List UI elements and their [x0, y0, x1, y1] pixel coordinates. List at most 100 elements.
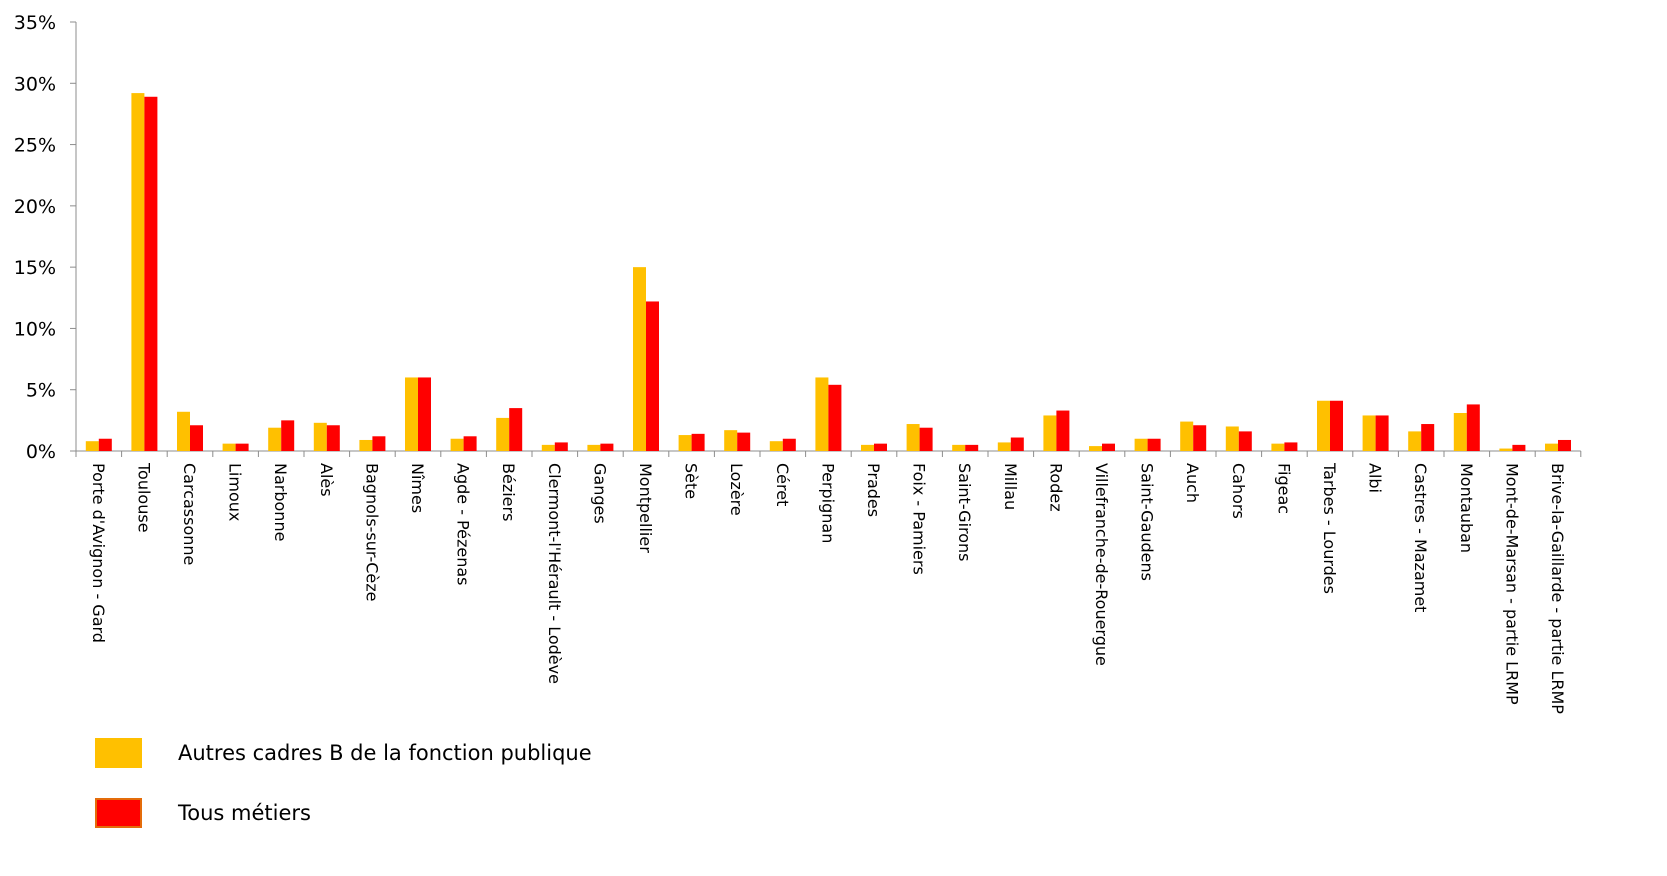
x-category-label: Toulouse — [134, 462, 153, 533]
bar-autres-cadres — [1271, 443, 1285, 451]
x-category-label: Ganges — [590, 463, 609, 524]
x-category-label: Clermont-l'Hérault - Lodève — [545, 463, 564, 684]
bar-tous-metiers — [1558, 439, 1571, 451]
bar-tous-metiers — [1193, 425, 1207, 451]
bar-tous-metiers — [1421, 424, 1435, 451]
x-category-label: Montpellier — [636, 463, 655, 553]
x-category-label: Auch — [1183, 463, 1202, 503]
bar-autres-cadres — [496, 417, 510, 451]
bar-tous-metiers — [874, 443, 887, 451]
bar-tous-metiers — [737, 432, 751, 451]
bar-autres-cadres — [85, 441, 99, 451]
bar-tous-metiers — [281, 420, 295, 451]
bar-autres-cadres — [1089, 446, 1102, 451]
x-category-label: Sète — [682, 463, 701, 499]
y-tick-label: 30% — [14, 73, 56, 95]
x-category-label: Alès — [317, 463, 336, 497]
x-category-label: Bagnols-sur-Cèze — [362, 463, 381, 601]
bar-autres-cadres — [1408, 431, 1422, 451]
x-category-label: Millau — [1001, 463, 1020, 510]
x-category-label: Cahors — [1229, 463, 1248, 519]
bar-autres-cadres — [1545, 443, 1558, 451]
bar-tous-metiers — [98, 438, 112, 451]
x-category-label: Rodez — [1046, 463, 1065, 512]
bar-tous-metiers — [418, 377, 431, 451]
bar-autres-cadres — [1134, 438, 1148, 451]
legend-label-tous-metiers: Tous métiers — [178, 801, 311, 825]
y-axis: 0% 5% 10% 15% 20% 25% 30% 35% — [14, 12, 77, 463]
x-category-label: Porte d'Avignon - Gard — [89, 463, 108, 643]
x-category-label: Saint-Gaudens — [1138, 463, 1157, 581]
x-category-label: Saint-Girons — [955, 463, 974, 562]
bar-tous-metiers — [144, 96, 158, 452]
bar-tous-metiers — [1238, 431, 1252, 451]
bar-tous-metiers — [828, 384, 842, 451]
y-tick-label: 0% — [26, 441, 56, 463]
x-category-label: Mont-de-Marsan - partie LRMP — [1502, 463, 1521, 705]
x-category-label: Albi — [1366, 463, 1385, 493]
bar-tous-metiers — [1375, 415, 1389, 451]
y-tick-label: 10% — [14, 318, 56, 340]
bar-autres-cadres — [177, 411, 190, 451]
x-category-label: Castres - Mazamet — [1411, 463, 1430, 612]
x-category-label: Narbonne — [271, 463, 290, 541]
y-tick-label: 15% — [14, 257, 56, 279]
x-category-label: Tarbes - Lourdes — [1320, 462, 1339, 594]
bar-autres-cadres — [131, 93, 145, 451]
bar-autres-cadres — [587, 444, 601, 451]
y-tick-label: 20% — [14, 196, 56, 218]
bar-tous-metiers — [326, 425, 340, 451]
bar-tous-metiers — [1512, 444, 1526, 451]
bar-autres-cadres — [906, 424, 920, 451]
bars — [85, 93, 1571, 452]
y-tick-label: 5% — [26, 380, 56, 402]
bar-autres-cadres — [815, 377, 829, 451]
legend-label-autres-cadres: Autres cadres B de la fonction publique — [178, 741, 592, 765]
y-tick-label: 35% — [14, 12, 56, 34]
bar-autres-cadres — [952, 444, 966, 451]
legend-swatch-tous-metiers — [95, 798, 142, 828]
legend-swatch-autres-cadres — [95, 738, 142, 768]
bar-tous-metiers — [1102, 443, 1115, 451]
x-category-label: Lozère — [727, 463, 746, 516]
x-category-label: Agde - Pézenas — [454, 463, 473, 586]
bar-autres-cadres — [678, 435, 692, 451]
bar-tous-metiers — [509, 408, 523, 451]
x-category-label: Céret — [773, 463, 792, 506]
bar-autres-cadres — [861, 444, 874, 451]
bar-autres-cadres — [405, 377, 418, 451]
bar-autres-cadres — [1453, 413, 1467, 451]
bar-tous-metiers — [235, 443, 249, 451]
bar-autres-cadres — [450, 438, 464, 451]
bar-autres-cadres — [359, 439, 373, 451]
x-category-label: Foix - Pamiers — [910, 463, 929, 575]
bar-tous-metiers — [1466, 404, 1480, 451]
bar-tous-metiers — [1330, 400, 1343, 451]
bar-tous-metiers — [554, 442, 568, 451]
bar-tous-metiers — [691, 433, 705, 451]
bar-autres-cadres — [997, 442, 1011, 451]
bar-autres-cadres — [633, 267, 646, 451]
bar-tous-metiers — [372, 436, 386, 451]
x-category-label: Brive-la-Gaillarde - partie LRMP — [1548, 463, 1567, 714]
bar-tous-metiers — [1147, 438, 1161, 451]
x-category-label: Limoux — [226, 463, 245, 521]
bar-autres-cadres — [769, 441, 783, 451]
x-category-label: Nîmes — [408, 463, 427, 513]
bar-tous-metiers — [1284, 442, 1298, 451]
x-category-label: Béziers — [499, 463, 518, 521]
legend: Autres cadres B de la fonction publique … — [95, 738, 592, 858]
bar-tous-metiers — [190, 425, 203, 451]
x-axis: Porte d'Avignon - Gard Toulouse Carcassonn… — [75, 450, 1582, 714]
x-category-label: Perpignan — [818, 463, 837, 543]
y-tick-label: 25% — [14, 135, 56, 157]
bar-autres-cadres — [541, 444, 555, 451]
legend-item-autres-cadres: Autres cadres B de la fonction publique — [95, 738, 592, 768]
x-category-label: Villefranche-de-Rouergue — [1092, 463, 1111, 666]
bar-tous-metiers — [782, 438, 796, 451]
bar-autres-cadres — [1180, 421, 1194, 451]
bar-autres-cadres — [313, 422, 327, 451]
bar-tous-metiers — [1056, 410, 1070, 451]
x-category-label: Figeac — [1274, 463, 1293, 514]
